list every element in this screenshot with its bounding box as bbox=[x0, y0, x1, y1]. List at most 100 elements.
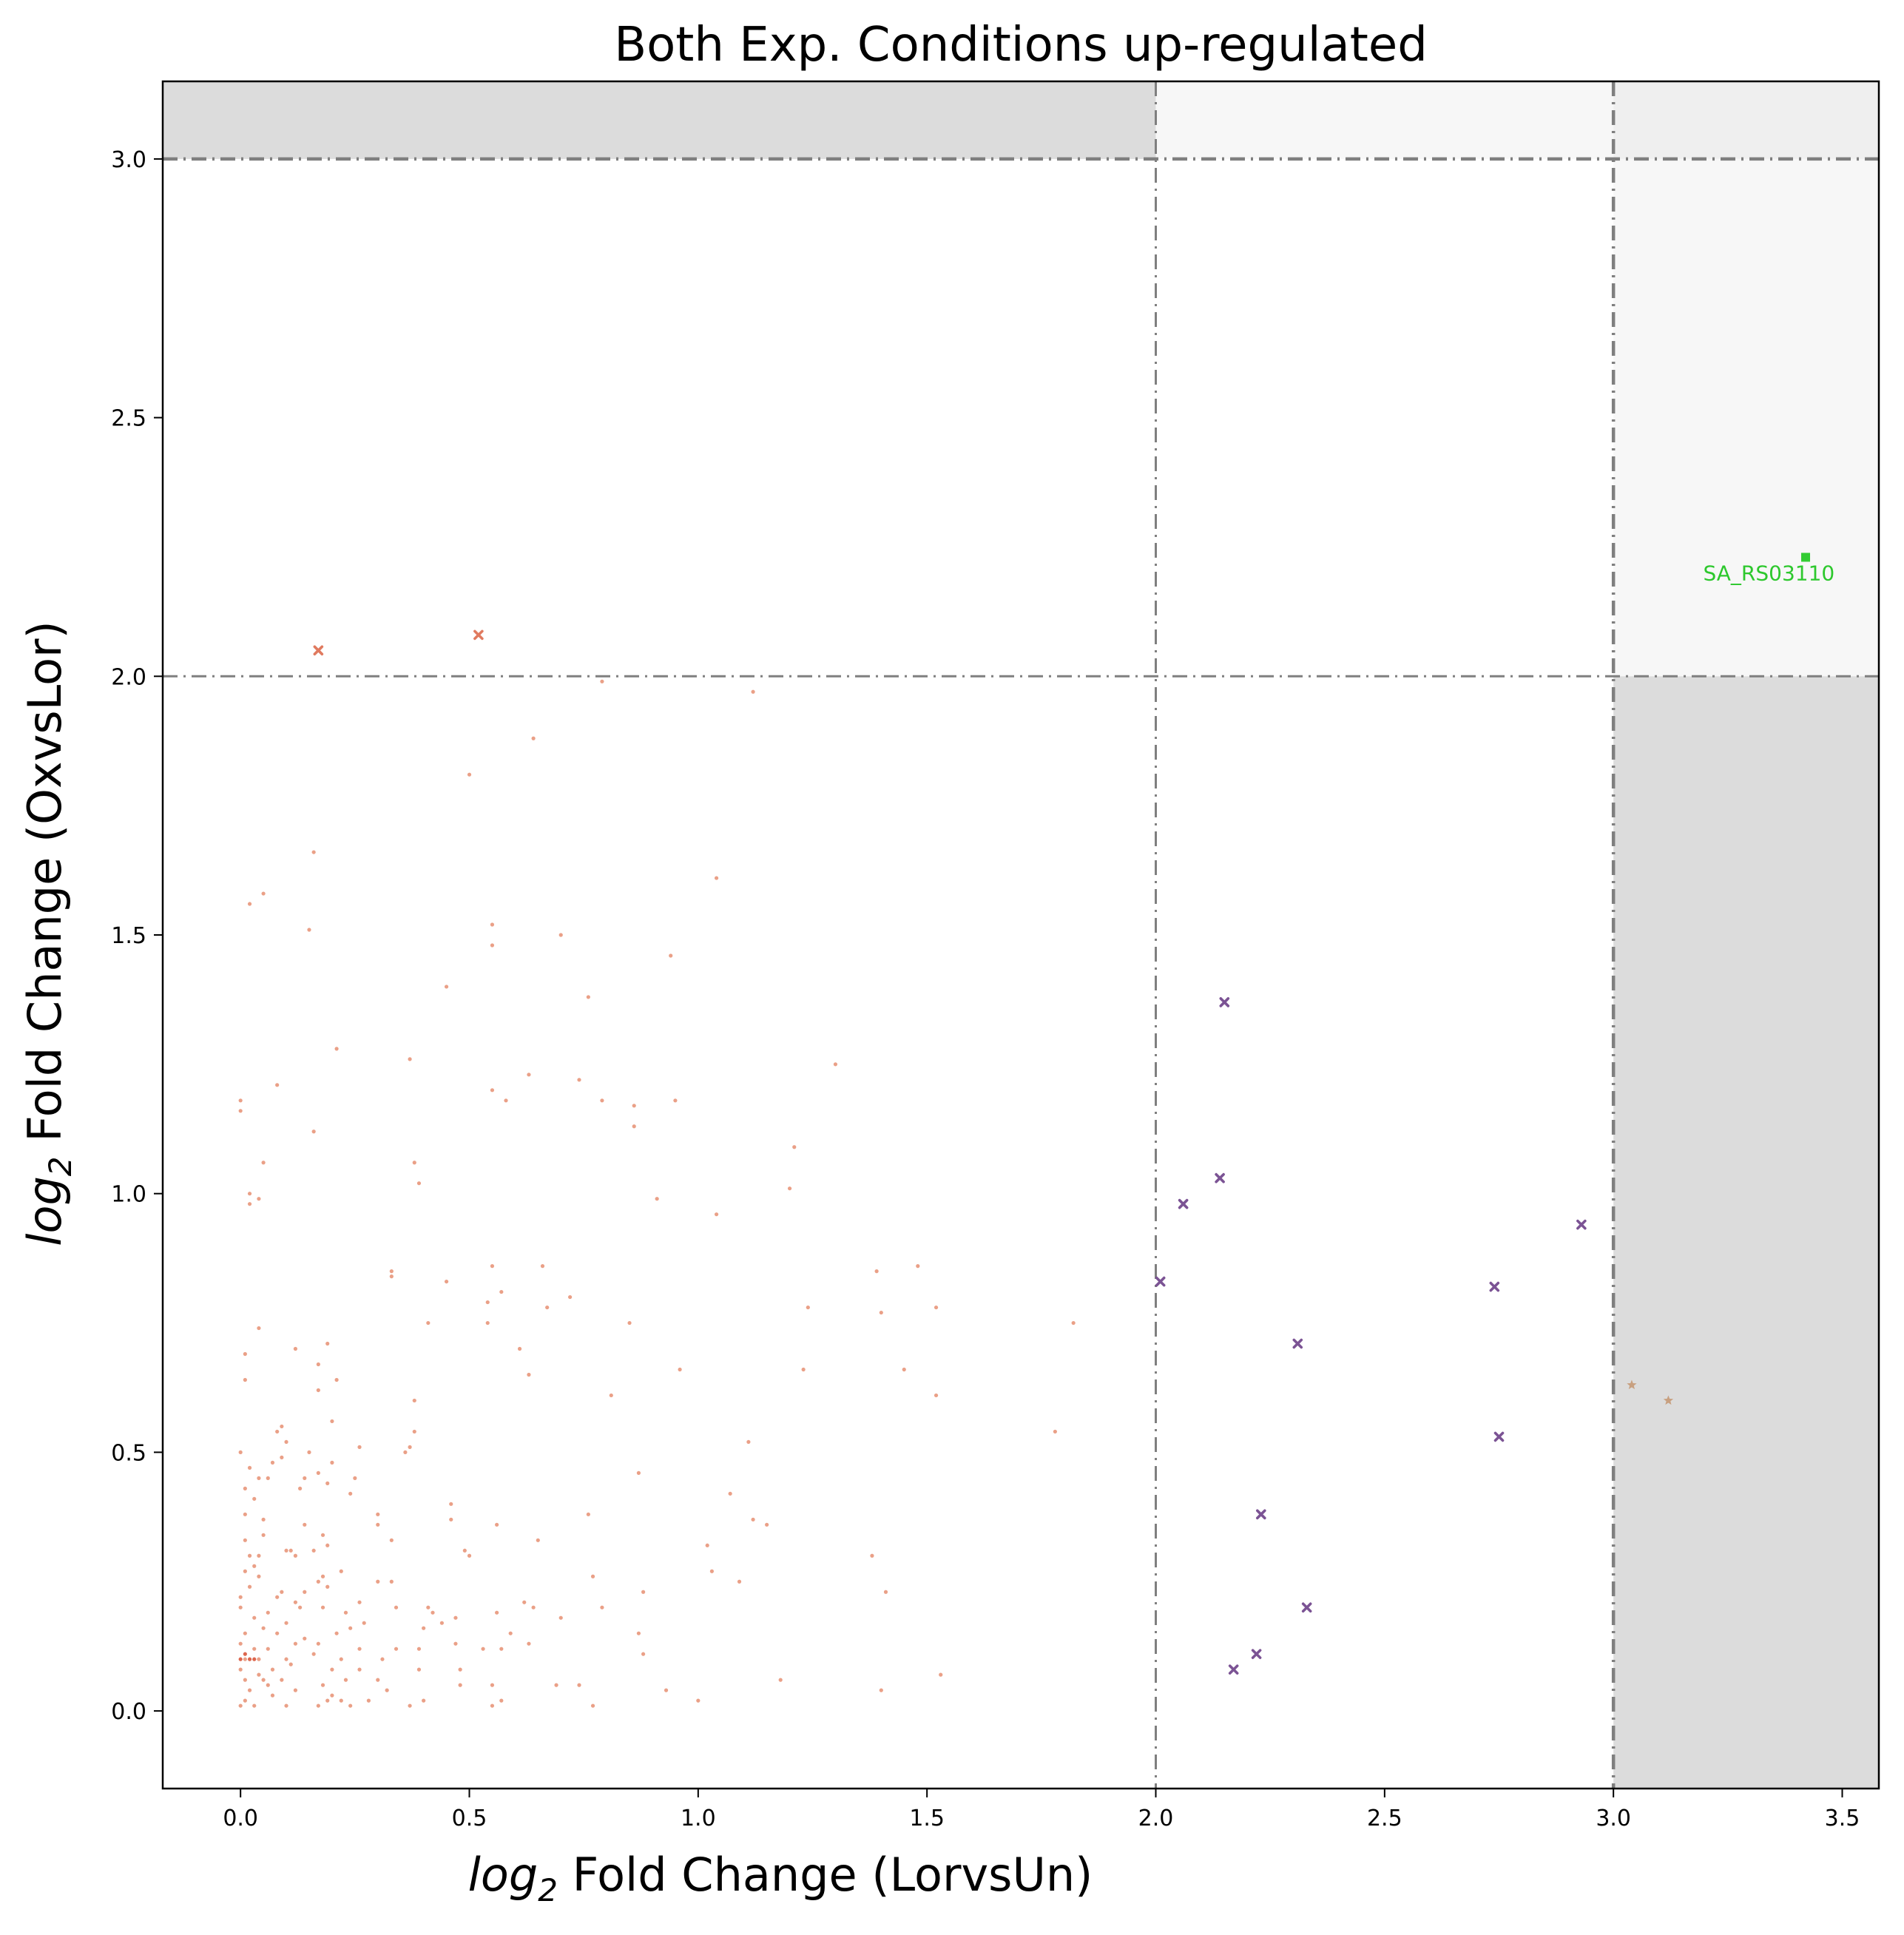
data-point bbox=[266, 1610, 270, 1615]
data-point bbox=[577, 1078, 581, 1082]
data-point bbox=[632, 1124, 636, 1129]
data-point bbox=[320, 1533, 325, 1537]
data-point bbox=[431, 1610, 435, 1615]
data-point-x-marker bbox=[1219, 997, 1230, 1007]
data-point bbox=[499, 1289, 504, 1294]
data-point bbox=[453, 1615, 458, 1620]
x-tick-label: 0.5 bbox=[452, 1806, 487, 1831]
data-point bbox=[293, 1641, 298, 1646]
data-point bbox=[453, 1641, 458, 1646]
x-tick-label: 2.5 bbox=[1367, 1806, 1402, 1831]
data-point bbox=[238, 1098, 243, 1103]
data-point bbox=[362, 1621, 366, 1625]
data-point bbox=[517, 1346, 522, 1351]
data-point bbox=[531, 736, 536, 740]
data-point bbox=[357, 1445, 362, 1449]
data-point bbox=[499, 1698, 504, 1703]
data-point bbox=[934, 1305, 939, 1310]
data-point bbox=[243, 1657, 247, 1661]
data-point bbox=[934, 1393, 939, 1398]
data-point bbox=[348, 1491, 353, 1496]
data-point bbox=[261, 891, 266, 896]
y-tick-label: 2.0 bbox=[111, 664, 146, 690]
data-point bbox=[590, 1574, 595, 1578]
x-tick-label: 3.5 bbox=[1825, 1806, 1860, 1831]
data-point bbox=[261, 1517, 266, 1522]
data-point bbox=[284, 1621, 288, 1625]
data-point bbox=[293, 1688, 298, 1692]
x-tick-label: 1.0 bbox=[681, 1806, 716, 1831]
data-point bbox=[673, 1098, 678, 1103]
data-point bbox=[247, 1202, 252, 1206]
data-point bbox=[408, 1703, 412, 1708]
y-tick-label: 2.5 bbox=[111, 406, 146, 432]
data-point bbox=[247, 1465, 252, 1470]
data-point bbox=[316, 1579, 320, 1584]
annotation-label: SA_RS03110 bbox=[1703, 561, 1834, 585]
data-point bbox=[939, 1672, 943, 1677]
data-point bbox=[636, 1470, 641, 1475]
data-point bbox=[678, 1367, 682, 1372]
data-point-x-marker bbox=[1256, 1509, 1266, 1520]
data-point-x-marker bbox=[1215, 1172, 1225, 1183]
data-point bbox=[586, 1512, 590, 1516]
data-point-x-marker bbox=[1576, 1219, 1587, 1230]
data-point bbox=[257, 1553, 261, 1558]
data-point bbox=[444, 985, 449, 989]
data-point bbox=[655, 1197, 659, 1201]
x-axis-label-log: log bbox=[468, 1848, 539, 1902]
data-point bbox=[600, 1605, 604, 1610]
data-point bbox=[751, 1517, 755, 1522]
data-point bbox=[385, 1688, 389, 1692]
data-point bbox=[257, 1574, 261, 1578]
x-axis-label-subscript: 2 bbox=[538, 1872, 558, 1908]
data-point bbox=[298, 1486, 303, 1490]
data-points bbox=[238, 553, 1811, 1708]
data-point bbox=[490, 1088, 495, 1093]
x-axis-label-text: Fold Change (LorvsUn) bbox=[558, 1848, 1093, 1902]
shaded-region bbox=[1613, 81, 1879, 159]
data-point-square-marker bbox=[1801, 553, 1811, 562]
data-point-x-marker bbox=[313, 645, 324, 656]
data-point bbox=[485, 1300, 490, 1305]
data-point bbox=[243, 1569, 247, 1573]
data-point bbox=[357, 1667, 362, 1672]
data-point bbox=[490, 943, 495, 948]
data-point bbox=[270, 1460, 275, 1465]
data-point bbox=[641, 1652, 646, 1656]
data-point bbox=[247, 1584, 252, 1589]
data-point bbox=[746, 1439, 751, 1445]
data-point bbox=[320, 1574, 325, 1578]
data-point bbox=[266, 1683, 270, 1687]
data-point bbox=[737, 1579, 742, 1584]
y-tick-label: 0.5 bbox=[111, 1440, 146, 1466]
data-point bbox=[389, 1274, 394, 1279]
data-point bbox=[394, 1647, 399, 1651]
data-point bbox=[293, 1346, 298, 1351]
data-point bbox=[444, 1279, 449, 1284]
data-point-x-marker bbox=[1292, 1338, 1303, 1349]
data-point bbox=[330, 1460, 334, 1465]
data-point bbox=[243, 1512, 247, 1516]
data-point bbox=[462, 1548, 467, 1553]
data-point bbox=[316, 1388, 320, 1393]
data-point bbox=[636, 1631, 641, 1635]
x-tick-label: 0.0 bbox=[223, 1806, 258, 1831]
data-point bbox=[879, 1310, 883, 1315]
data-point bbox=[247, 1657, 252, 1661]
data-point bbox=[252, 1703, 257, 1708]
data-point bbox=[238, 1667, 243, 1672]
data-point bbox=[765, 1522, 769, 1527]
data-point bbox=[284, 1548, 288, 1553]
x-axis-label: log2 Fold Change (LorvsUn) bbox=[468, 1848, 1093, 1908]
data-point bbox=[303, 1522, 307, 1527]
data-point bbox=[590, 1703, 595, 1708]
data-point bbox=[303, 1636, 307, 1641]
data-point-x-marker bbox=[1301, 1602, 1312, 1613]
data-point bbox=[339, 1569, 343, 1573]
data-point bbox=[916, 1264, 920, 1269]
data-point bbox=[280, 1678, 284, 1682]
data-point bbox=[902, 1367, 906, 1372]
data-point bbox=[348, 1626, 353, 1630]
data-point bbox=[412, 1429, 416, 1434]
